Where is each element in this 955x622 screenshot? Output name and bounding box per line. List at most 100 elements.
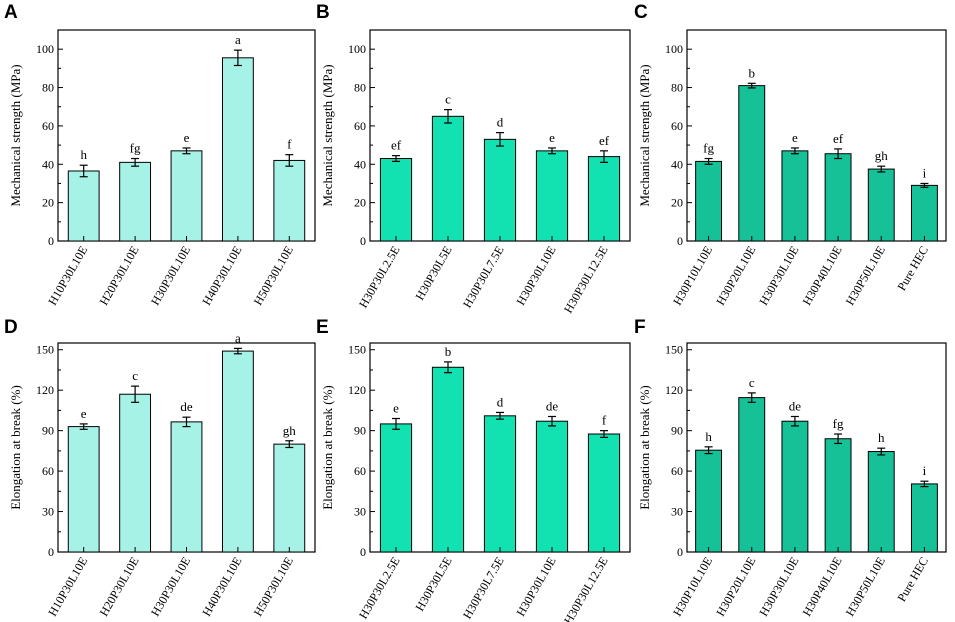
bar bbox=[483, 415, 517, 553]
y-tick-label: 60 bbox=[354, 464, 366, 478]
significance-letter: ef bbox=[833, 131, 844, 146]
significance-letter: ef bbox=[391, 138, 402, 153]
bar bbox=[535, 150, 569, 242]
bar bbox=[867, 451, 895, 553]
category-label: H30P30L12.5E bbox=[561, 555, 611, 622]
category-label: H50P30L10E bbox=[251, 244, 296, 308]
y-tick-label: 0 bbox=[360, 545, 366, 559]
y-tick-label: 150 bbox=[36, 343, 54, 357]
category-label: H30P30L10E bbox=[756, 244, 801, 308]
bar bbox=[587, 156, 621, 242]
category-label: H10P30L10E bbox=[45, 555, 90, 619]
category-label: H20P30L10E bbox=[97, 244, 142, 308]
category-label: H10P30L10E bbox=[45, 244, 90, 308]
category-label: H30P30L10E bbox=[513, 244, 558, 308]
y-axis-title: Elongation at break (%) bbox=[8, 385, 23, 510]
bar bbox=[67, 170, 100, 242]
category-label: H30P50L10E bbox=[843, 244, 888, 308]
y-tick-label: 100 bbox=[348, 42, 366, 56]
category-label: H30P30L7.5E bbox=[460, 244, 507, 311]
category-label: H50P30L10E bbox=[251, 555, 296, 619]
panel-f: F 0 30 60 90 120 150 Elongation at break (%) h H3… bbox=[634, 317, 947, 619]
significance-letter: c bbox=[445, 92, 451, 107]
category-label: H30P20L10E bbox=[713, 555, 758, 619]
bar bbox=[738, 85, 766, 242]
y-tick-label: 150 bbox=[665, 343, 683, 357]
y-axis-title: Elongation at break (%) bbox=[320, 385, 335, 510]
bar bbox=[781, 150, 809, 242]
y-tick-label: 100 bbox=[665, 42, 683, 56]
panel-letter: F bbox=[634, 317, 646, 338]
category-label: H30P10L10E bbox=[670, 244, 715, 308]
y-tick-label: 80 bbox=[42, 81, 54, 95]
y-tick-label: 120 bbox=[665, 383, 683, 397]
y-tick-label: 20 bbox=[354, 196, 366, 210]
category-label: H30P40L10E bbox=[800, 555, 845, 619]
bar bbox=[824, 438, 852, 553]
plot-frame bbox=[686, 342, 947, 553]
y-tick-label: 20 bbox=[671, 196, 683, 210]
category-label: H30P30L12.5E bbox=[561, 244, 611, 316]
y-tick-label: 90 bbox=[42, 424, 54, 438]
category-label: H30P50L10E bbox=[843, 555, 888, 619]
bar bbox=[910, 483, 938, 553]
y-tick-label: 0 bbox=[48, 545, 54, 559]
category-label: H30P10L10E bbox=[670, 555, 715, 619]
category-label: H40P30L10E bbox=[199, 555, 244, 619]
significance-letter: ef bbox=[599, 133, 610, 148]
bar bbox=[587, 433, 621, 553]
y-tick-label: 80 bbox=[354, 81, 366, 95]
significance-letter: i bbox=[923, 463, 927, 478]
category-label: H30P20L10E bbox=[713, 244, 758, 308]
y-tick-label: 30 bbox=[42, 505, 54, 519]
significance-letter: gh bbox=[875, 148, 889, 163]
significance-letter: c bbox=[132, 368, 138, 383]
bar bbox=[695, 160, 723, 242]
y-tick-label: 0 bbox=[48, 234, 54, 248]
panel-letter: D bbox=[4, 317, 18, 338]
category-label: Pure HEC bbox=[894, 244, 931, 293]
bar bbox=[119, 161, 152, 242]
y-tick-label: 80 bbox=[671, 81, 683, 95]
bar bbox=[431, 115, 465, 242]
significance-letter: c bbox=[749, 375, 755, 390]
bar bbox=[170, 421, 203, 553]
y-tick-label: 40 bbox=[42, 157, 54, 171]
category-label: H30P30L10E bbox=[148, 555, 193, 619]
category-label: H30P30L5E bbox=[412, 244, 454, 303]
y-tick-label: 100 bbox=[36, 42, 54, 56]
y-axis-title: Mechanical strength (MPa) bbox=[8, 64, 23, 206]
y-tick-label: 0 bbox=[677, 545, 683, 559]
bar bbox=[221, 57, 254, 242]
significance-letter: fg bbox=[833, 416, 844, 431]
significance-letter: fg bbox=[703, 141, 714, 156]
significance-letter: de bbox=[546, 398, 559, 413]
y-tick-label: 0 bbox=[677, 234, 683, 248]
category-label: H40P30L10E bbox=[199, 244, 244, 308]
significance-letter: de bbox=[789, 398, 802, 413]
y-tick-label: 90 bbox=[671, 424, 683, 438]
y-tick-label: 40 bbox=[354, 157, 366, 171]
category-label: H30P30L2.5E bbox=[356, 555, 403, 622]
panel-a: A 0 20 40 60 80 100 Mechanical strength (MPa) h H… bbox=[4, 2, 316, 308]
y-axis-title: Mechanical strength (MPa) bbox=[320, 64, 335, 206]
y-tick-label: 30 bbox=[671, 505, 683, 519]
bar bbox=[781, 420, 809, 553]
panel-letter: C bbox=[634, 2, 648, 23]
significance-letter: i bbox=[923, 165, 927, 180]
panel-letter: B bbox=[316, 2, 330, 23]
y-tick-label: 60 bbox=[671, 464, 683, 478]
significance-letter: f bbox=[602, 413, 607, 428]
bar bbox=[738, 397, 766, 553]
bar bbox=[170, 150, 203, 242]
bar bbox=[379, 423, 413, 553]
bar bbox=[431, 366, 465, 553]
bar bbox=[273, 443, 306, 553]
significance-letter: a bbox=[235, 330, 241, 345]
category-label: H30P30L5E bbox=[412, 555, 454, 614]
y-tick-label: 120 bbox=[36, 383, 54, 397]
category-label: H30P30L10E bbox=[148, 244, 193, 308]
panel-e: E 0 30 60 90 120 150 Elongation at break (%) e H3… bbox=[316, 317, 631, 622]
y-axis-title: Elongation at break (%) bbox=[637, 385, 652, 510]
bar bbox=[535, 420, 569, 553]
